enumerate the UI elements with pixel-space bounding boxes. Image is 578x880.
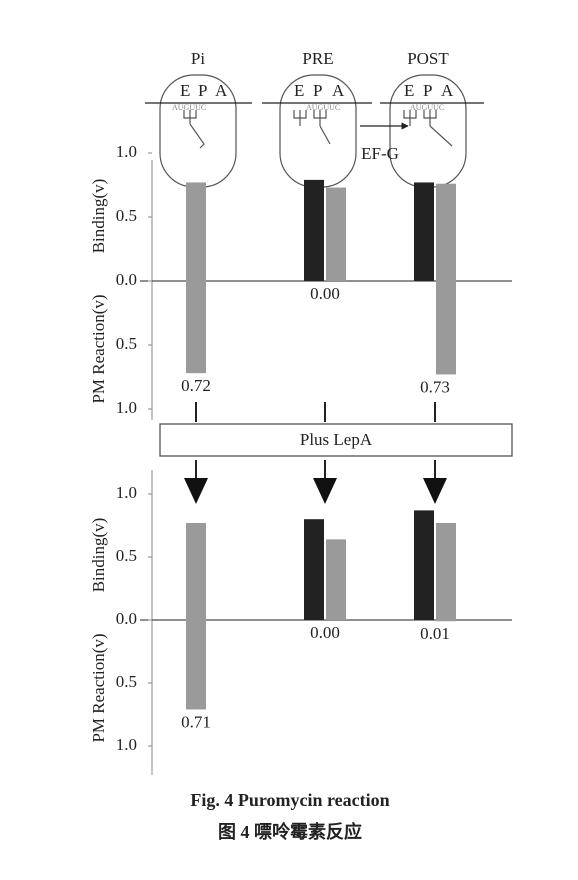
site: P [313, 81, 322, 100]
site: A [441, 81, 454, 100]
value-label: 0.72 [181, 376, 211, 395]
y-axis-label: PM Reaction(v) [89, 633, 108, 742]
pm-bar [436, 620, 456, 621]
binding-bar [304, 180, 324, 281]
site: A [332, 81, 345, 100]
site: P [423, 81, 432, 100]
trna [404, 110, 452, 146]
site: E [180, 81, 190, 100]
caption: 图 4 嘌呤霉素反应 [218, 821, 362, 842]
y-tick-label: 1.0 [116, 483, 137, 502]
binding-bar [326, 539, 346, 620]
caption: Fig. 4 Puromycin reaction [190, 790, 389, 810]
page: {"chart_data": [ {"type": "bar", "catego… [0, 0, 578, 880]
factor-label: EF-G [361, 144, 399, 163]
y-tick-label: 0.0 [116, 270, 137, 289]
y-tick-label: 1.0 [116, 142, 137, 161]
y-axis-label: PM Reaction(v) [89, 294, 108, 403]
arrowhead [313, 478, 337, 504]
site: P [198, 81, 207, 100]
trna [294, 110, 330, 144]
y-axis-label: Binding(v) [89, 518, 108, 593]
trna [184, 110, 204, 148]
binding-bar [436, 523, 456, 620]
y-tick-label: 0.5 [116, 672, 137, 691]
site: E [404, 81, 414, 100]
binding-bar [304, 519, 324, 620]
mrna-seq: AUGUUC [306, 103, 340, 112]
y-tick-label: 1.0 [116, 398, 137, 417]
figure: Pi PRE POST E P A E P A E P A AUGUUC AUG… [0, 0, 578, 880]
y-tick-label: 0.5 [116, 546, 137, 565]
pm-bar [186, 620, 206, 709]
binding-bar [414, 182, 434, 281]
y-tick-label: 1.0 [116, 735, 137, 754]
treatment-label: Plus LepA [300, 430, 373, 449]
binding-bar [414, 510, 434, 620]
y-tick-label: 0.5 [116, 206, 137, 225]
value-label: 0.00 [310, 284, 340, 303]
site: E [294, 81, 304, 100]
arrowhead [184, 478, 208, 504]
state-label: POST [407, 49, 449, 68]
binding-bar [186, 182, 206, 281]
y-tick-label: 0.0 [116, 609, 137, 628]
state-label: PRE [302, 49, 333, 68]
value-label: 0.01 [420, 624, 450, 643]
mrna-seq: AUGUUC [172, 103, 206, 112]
mrna-seq: AUGUUC [410, 103, 444, 112]
value-label: 0.71 [181, 712, 211, 731]
value-label: 0.00 [310, 623, 340, 642]
value-label: 0.73 [420, 377, 450, 396]
y-axis-label: Binding(v) [89, 179, 108, 254]
y-tick-label: 0.5 [116, 334, 137, 353]
binding-bar [326, 188, 346, 281]
state-label: Pi [191, 49, 205, 68]
binding-bar [436, 184, 456, 281]
site: A [215, 81, 228, 100]
arrowhead [423, 478, 447, 504]
pm-bar [186, 281, 206, 373]
arrowheads [184, 478, 447, 504]
pm-bar [436, 281, 456, 374]
binding-bar [186, 523, 206, 620]
